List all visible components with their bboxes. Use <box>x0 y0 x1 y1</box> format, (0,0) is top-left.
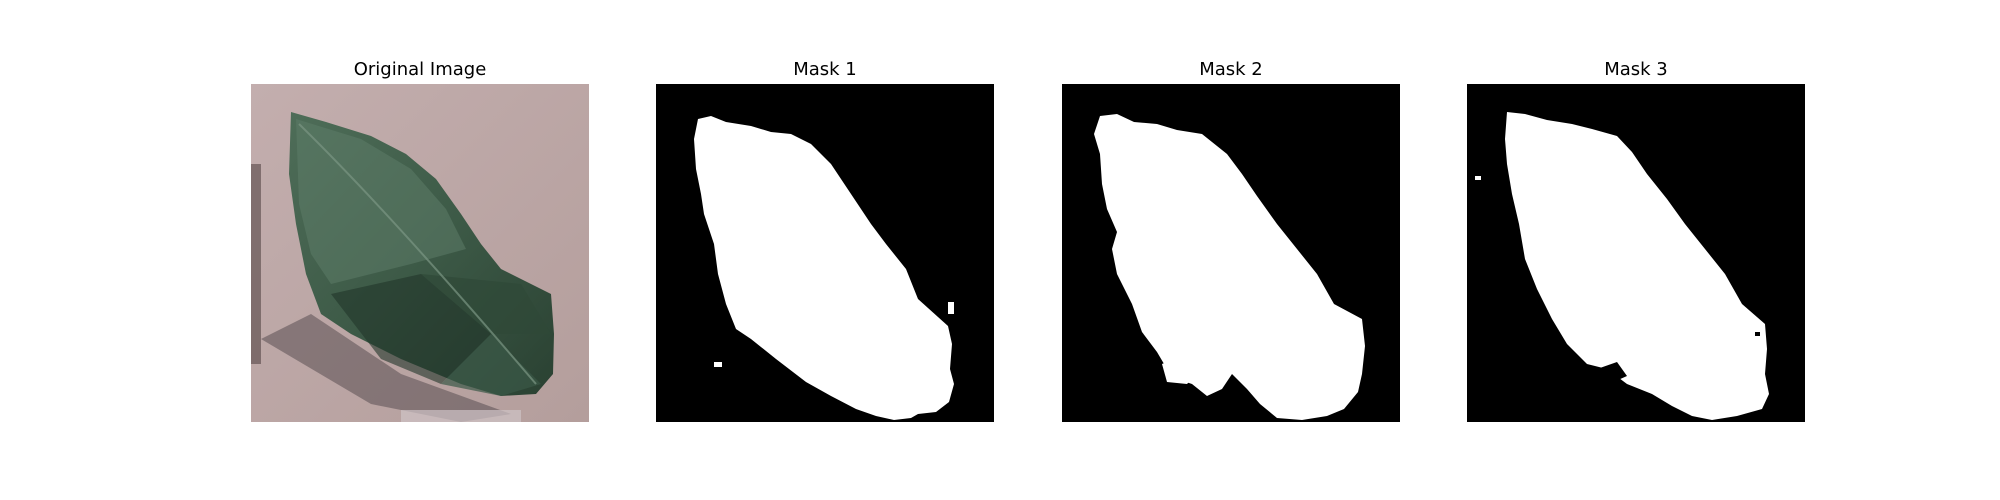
mask-speck <box>1238 357 1252 363</box>
mask-image <box>1467 84 1805 422</box>
mask-image <box>656 84 994 422</box>
mask-hole <box>1597 362 1627 384</box>
mask-speck <box>714 362 722 367</box>
mask-1 <box>656 84 994 422</box>
panel-mask-1: Mask 1 <box>656 57 994 422</box>
mask-region <box>1094 114 1365 420</box>
mask-blob <box>1162 356 1202 384</box>
mask-2 <box>1062 84 1400 422</box>
leaf-shadow <box>261 314 511 422</box>
panel-mask-2: Mask 2 <box>1062 57 1400 422</box>
panel-title: Original Image <box>353 59 487 80</box>
mask-speck <box>948 302 954 314</box>
panel-original-image: Original Image <box>251 57 589 422</box>
panel-title: Mask 1 <box>793 59 857 80</box>
leaf-photo <box>251 84 589 422</box>
panel-mask-3: Mask 3 <box>1467 57 1805 422</box>
mask-3 <box>1467 84 1805 422</box>
mask-region <box>694 116 954 420</box>
panel-title: Mask 3 <box>1604 59 1668 80</box>
photo-edge-shadow <box>251 164 261 364</box>
leaf-highlight <box>296 119 466 284</box>
photo-reflection <box>401 410 521 422</box>
leaf-facet-dark <box>331 274 491 384</box>
leaf-midrib <box>298 123 537 385</box>
leaf-facet-light <box>441 334 541 396</box>
mask-hole <box>1755 332 1760 336</box>
mask-region <box>1505 112 1769 420</box>
mask-speck <box>1475 176 1481 180</box>
original-image <box>251 84 589 422</box>
mask-image <box>1062 84 1400 422</box>
panel-title: Mask 2 <box>1199 59 1263 80</box>
